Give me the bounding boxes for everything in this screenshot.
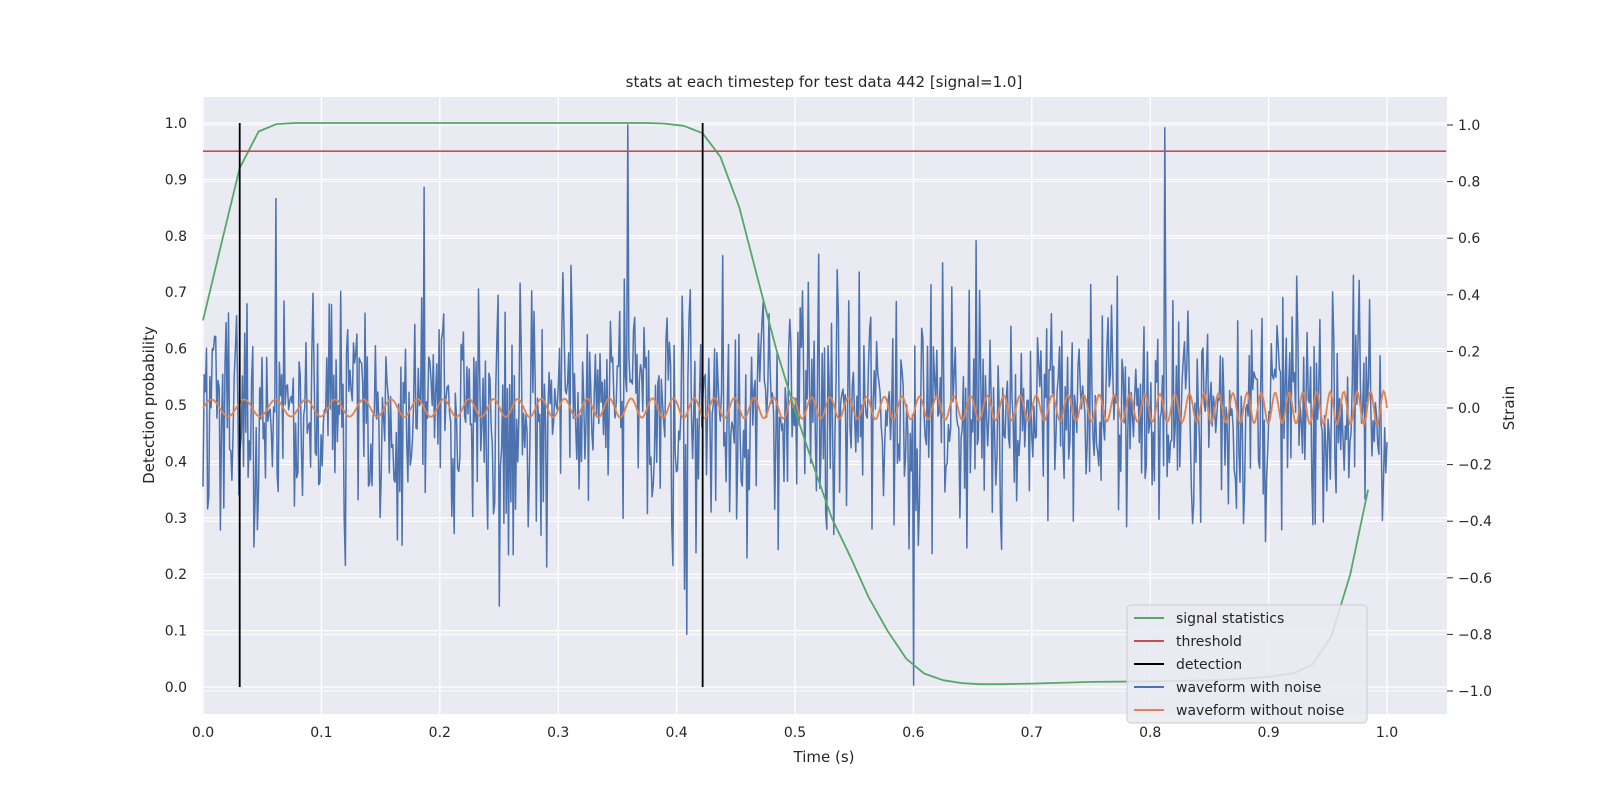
legend-label-waveform-without-noise: waveform without noise — [1176, 703, 1344, 719]
legend: signal statistics threshold detection wa… — [1126, 604, 1368, 724]
y-left-tick-label: 0.7 — [165, 285, 187, 301]
x-tick-label: 0.4 — [665, 725, 687, 741]
y-left-tick-label: 0.6 — [165, 342, 187, 358]
legend-label-waveform-with-noise: waveform with noise — [1176, 680, 1321, 696]
legend-box — [1126, 604, 1368, 724]
chart-title: stats at each timestep for test data 442… — [626, 73, 1023, 91]
y-left-tick-label: 0.8 — [165, 229, 187, 245]
series-waveform-without-noise — [202, 389, 1388, 427]
legend-label-threshold: threshold — [1176, 634, 1242, 650]
y-axis-left-ticks: 0.0 0.1 0.2 0.3 0.4 0.5 0.6 0.7 0.8 0.9 1.0 — [165, 116, 187, 696]
y-axis-left-label: Detection probability — [140, 326, 158, 484]
x-tick-label: 0.2 — [429, 725, 451, 741]
legend-label-detection: detection — [1176, 657, 1242, 673]
y-right-tick-label: 0.4 — [1458, 288, 1480, 304]
y-axis-right-ticks: −1.0 −0.8 −0.6 −0.4 −0.2 0.0 0.2 0.4 0.6 0.8 1.0 — [1447, 118, 1492, 700]
y-right-tick-label: 0.2 — [1458, 344, 1480, 360]
y-axis-right-label: Strain — [1500, 386, 1518, 430]
x-tick-label: 0.0 — [192, 725, 214, 741]
y-right-tick-label: −1.0 — [1458, 684, 1492, 700]
y-left-tick-label: 0.3 — [165, 511, 187, 527]
x-tick-label: 0.3 — [547, 725, 569, 741]
legend-label-signal-statistics: signal statistics — [1176, 611, 1284, 627]
y-right-tick-label: 0.8 — [1458, 175, 1480, 191]
x-tick-label: 0.8 — [1139, 725, 1161, 741]
y-right-tick-label: −0.4 — [1458, 514, 1492, 530]
x-tick-label: 0.9 — [1257, 725, 1279, 741]
y-left-tick-label: 0.5 — [165, 398, 187, 414]
y-left-tick-label: 0.2 — [165, 567, 187, 583]
grid-lines — [202, 97, 1447, 714]
y-right-tick-label: 0.6 — [1458, 231, 1480, 247]
y-right-tick-label: −0.8 — [1458, 627, 1492, 643]
x-tick-label: 1.0 — [1376, 725, 1398, 741]
y-left-tick-label: 0.4 — [165, 454, 187, 470]
y-left-tick-label: 1.0 — [165, 116, 187, 132]
y-right-tick-label: −0.6 — [1458, 571, 1492, 587]
x-tick-label: 0.1 — [310, 725, 332, 741]
y-right-tick-label: 1.0 — [1458, 118, 1480, 134]
x-tick-label: 0.5 — [784, 725, 806, 741]
y-left-tick-label: 0.1 — [165, 624, 187, 640]
x-axis-ticks: 0.0 0.1 0.2 0.3 0.4 0.5 0.6 0.7 0.8 0.9 1.0 — [192, 725, 1398, 741]
x-tick-label: 0.6 — [902, 725, 924, 741]
y-left-tick-label: 0.0 — [165, 680, 187, 696]
y-left-tick-label: 0.9 — [165, 172, 187, 188]
y-right-tick-label: −0.2 — [1458, 458, 1492, 474]
x-tick-label: 0.7 — [1021, 725, 1043, 741]
x-axis-label: Time (s) — [793, 748, 855, 766]
y-right-tick-label: 0.0 — [1458, 401, 1480, 417]
